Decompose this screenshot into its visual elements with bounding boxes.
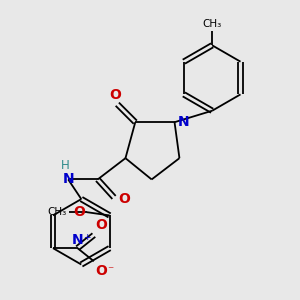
Text: +: + bbox=[83, 233, 91, 242]
Text: ⁻: ⁻ bbox=[107, 265, 113, 278]
Text: N: N bbox=[62, 172, 74, 186]
Text: O: O bbox=[118, 192, 130, 206]
Text: O: O bbox=[95, 264, 107, 278]
Text: O: O bbox=[110, 88, 122, 102]
Text: H: H bbox=[61, 159, 69, 172]
Text: CH₃: CH₃ bbox=[202, 19, 222, 29]
Text: CH₃: CH₃ bbox=[48, 207, 67, 217]
Text: N: N bbox=[178, 115, 189, 129]
Text: O: O bbox=[95, 218, 107, 233]
Text: N: N bbox=[72, 232, 83, 247]
Text: O: O bbox=[73, 205, 85, 219]
